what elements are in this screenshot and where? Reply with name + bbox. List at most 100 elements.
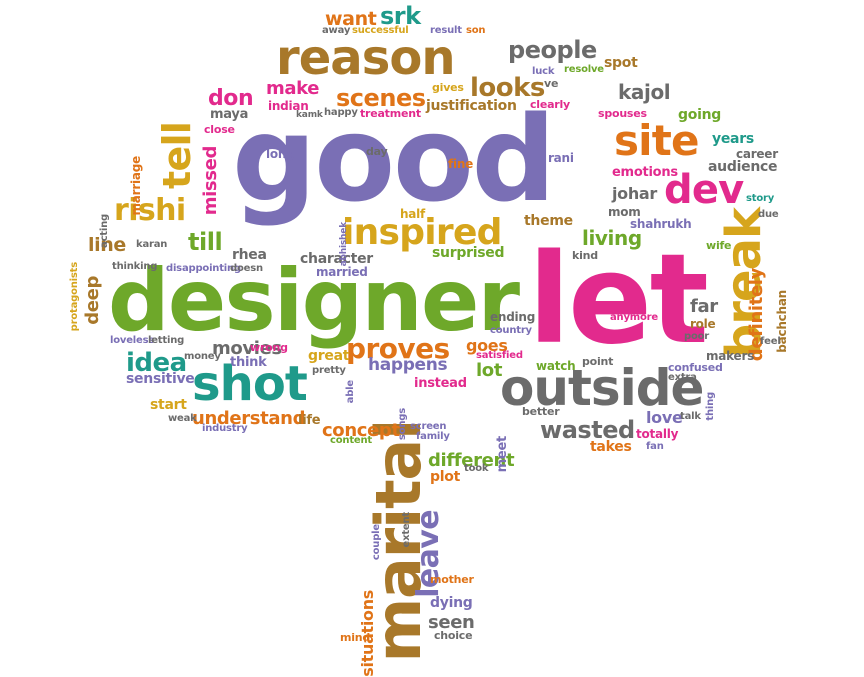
- word-till: till: [188, 228, 223, 256]
- word-weak: weak: [168, 413, 197, 424]
- word-surprised: surprised: [432, 245, 505, 261]
- word-instead: instead: [414, 376, 467, 391]
- word-fan: fan: [646, 441, 664, 452]
- word-long: long: [266, 147, 295, 161]
- word-living: living: [582, 226, 642, 250]
- word-karan: karan: [136, 239, 168, 250]
- word-day: day: [366, 145, 388, 158]
- word-poor: poor: [684, 331, 710, 342]
- word-don: don: [208, 86, 254, 111]
- word-satisfied: satisfied: [476, 350, 523, 361]
- word-away: away: [322, 25, 351, 36]
- word-good: good: [232, 90, 556, 228]
- word-kind: kind: [572, 249, 598, 262]
- word-reason: reason: [276, 30, 456, 86]
- word-rani: rani: [548, 151, 574, 165]
- word-career: career: [736, 147, 778, 161]
- word-makers: makers: [706, 349, 755, 363]
- word-missed: missed: [200, 146, 221, 216]
- word-understand: understand: [192, 408, 306, 429]
- word-acting: acting: [99, 214, 110, 248]
- word-happy: happy: [324, 107, 358, 118]
- word-talk: talk: [680, 411, 701, 422]
- word-let: let: [528, 228, 709, 372]
- word-point: point: [582, 355, 614, 368]
- word-letting: letting: [148, 335, 185, 346]
- word-content: content: [330, 435, 372, 446]
- word-site: site: [614, 116, 699, 165]
- word-wrong: wrong: [250, 341, 288, 354]
- word-role: role: [690, 317, 716, 331]
- word-tell: tell: [155, 122, 199, 189]
- word-goes: goes: [466, 336, 508, 355]
- word-took: took: [464, 463, 489, 474]
- word-choice: choice: [434, 629, 473, 642]
- word-watch: watch: [536, 359, 576, 373]
- word-srk: srk: [380, 2, 421, 30]
- word-outside: outside: [500, 359, 704, 417]
- word-concept: concept: [322, 420, 400, 441]
- word-able: able: [345, 380, 356, 404]
- word-emotions: emotions: [612, 165, 678, 180]
- word-money: money: [184, 351, 221, 362]
- word-indian: indian: [268, 99, 309, 113]
- word-successful: successful: [352, 25, 409, 36]
- word-dev: dev: [664, 167, 744, 213]
- word-anymore: anymore: [610, 312, 658, 323]
- word-great: great: [308, 348, 350, 364]
- word-wasted: wasted: [540, 416, 635, 444]
- word-proves: proves: [346, 332, 450, 365]
- word-mother: mother: [430, 573, 474, 586]
- word-fine: fine: [448, 157, 474, 171]
- word-thing: thing: [705, 392, 716, 421]
- word-scenes: scenes: [336, 84, 426, 112]
- word-country: country: [490, 325, 532, 336]
- word-resolve: resolve: [564, 64, 604, 75]
- word-doesn: doesn: [230, 263, 263, 274]
- word-maya: maya: [210, 107, 249, 122]
- word-family: family: [416, 431, 450, 442]
- word-loveless: loveless: [110, 335, 155, 346]
- word-gives: gives: [432, 81, 464, 94]
- word-lot: lot: [476, 360, 503, 381]
- word-far: far: [690, 296, 718, 317]
- word-line: line: [88, 234, 126, 256]
- word-totally: totally: [636, 427, 679, 441]
- word-industry: industry: [202, 423, 248, 434]
- word-ve: ve: [544, 77, 559, 90]
- word-pretty: pretty: [312, 365, 346, 376]
- word-better: better: [522, 405, 560, 418]
- word-disappointing: disappointing: [166, 263, 241, 274]
- word-happens: happens: [368, 355, 448, 375]
- word-mind: mind: [340, 631, 371, 644]
- word-wife: wife: [706, 239, 732, 252]
- word-rishi: rishi: [114, 193, 186, 228]
- word-spouses: spouses: [598, 107, 647, 120]
- word-designer: designer: [108, 251, 520, 351]
- word-result: result: [430, 25, 462, 36]
- word-takes: takes: [590, 439, 632, 455]
- word-marriage: marriage: [129, 156, 143, 216]
- word-life: life: [298, 413, 321, 428]
- word-due: due: [758, 209, 779, 220]
- word-different: different: [428, 450, 515, 471]
- word-definitely: definitely: [746, 268, 767, 362]
- word-thinking: thinking: [112, 261, 158, 272]
- word-plot: plot: [430, 469, 461, 485]
- word-want: want: [325, 8, 377, 30]
- word-shahrukh: shahrukh: [630, 217, 692, 231]
- word-clearly: clearly: [530, 98, 571, 111]
- word-spot: spot: [604, 55, 638, 71]
- word-ending: ending: [490, 310, 536, 324]
- word-cloud: good designer let reason outside marital shot s…: [69, 2, 789, 677]
- word-kajol: kajol: [618, 80, 671, 104]
- word-sensitive: sensitive: [126, 371, 195, 387]
- word-feel: feel: [760, 336, 781, 347]
- word-going: going: [678, 107, 722, 123]
- word-character: character: [300, 251, 373, 267]
- word-meet: meet: [495, 436, 510, 473]
- word-make: make: [266, 78, 320, 99]
- word-confused: confused: [668, 361, 723, 374]
- word-inspired: inspired: [342, 212, 502, 253]
- word-screen: screen: [410, 421, 447, 432]
